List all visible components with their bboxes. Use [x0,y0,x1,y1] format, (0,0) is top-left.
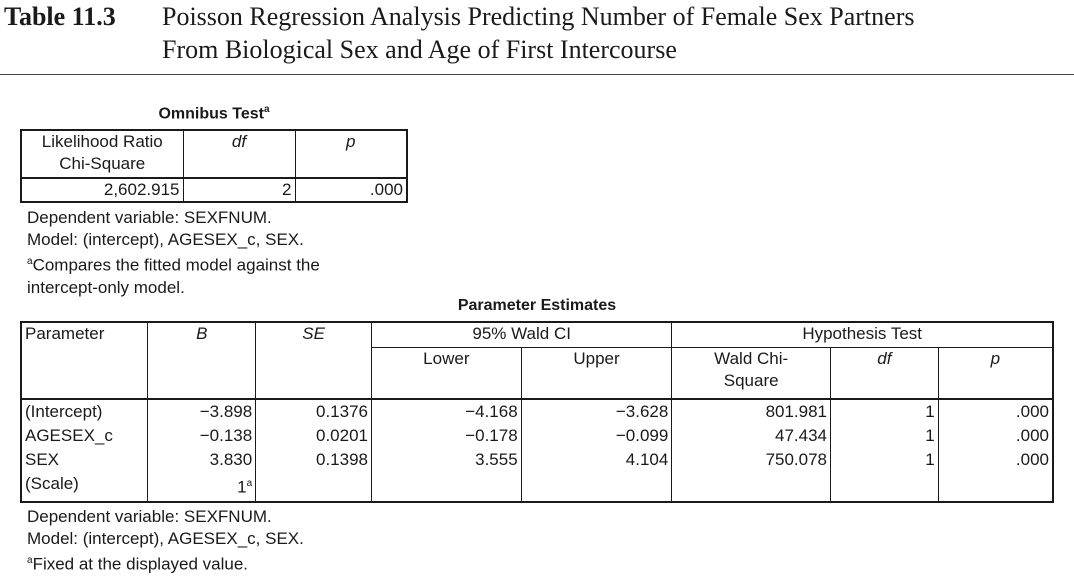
caption-rule [0,74,1074,75]
row-df: 1 [830,399,939,424]
row-p: .000 [937,424,1053,448]
header-wald-chi-square: Wald Chi- Square [671,347,831,400]
caption-title-line1: Poisson Regression Analysis Predicting N… [162,2,915,31]
row-b: −3.898 [147,399,256,424]
caption-label: Table 11.3 [4,2,116,31]
header-wald-ci: 95% Wald CI [370,322,672,348]
row-lower: 3.555 [371,448,522,472]
parameters-footnote: aFixed at the displayed value. [27,554,249,574]
row-wald: 47.434 [671,424,831,448]
omnibus-chi-square: 2,602.915 [20,177,184,203]
parameters-note-model: Model: (intercept), AGESEX_c, SEX. [27,529,304,548]
table-row: (Scale) 1a [21,472,1053,502]
row-lower: −4.168 [371,399,522,424]
row-parameter-name: AGESEX_c [25,426,113,445]
header-hypothesis-test: Hypothesis Test [671,322,1053,348]
row-wald: 750.078 [671,448,831,472]
parameters-title: Parameter Estimates [457,297,617,314]
omnibus-header-likelihood: Likelihood Ratio Chi-Square [20,129,184,179]
row-lower: −0.178 [371,424,522,448]
omnibus-title: Omnibus Testa [158,104,270,123]
omnibus-header-row: Likelihood Ratio Chi-Square df p [20,129,408,179]
row-p: .000 [937,399,1053,424]
omnibus-data-row: 2,602.915 2 .000 [20,177,408,203]
row-parameter-name: (Scale) [25,474,79,493]
omnibus-footnote: aCompares the fitted model against the [27,255,320,275]
header-lower: Lower [371,347,522,400]
row-wald: 801.981 [671,399,831,424]
parameters-note-dependent: Dependent variable: SEXFNUM. [27,507,272,526]
omnibus-note-model: Model: (intercept), AGESEX_c, SEX. [27,230,304,249]
omnibus-header-df: df [182,129,296,179]
row-p: .000 [937,448,1053,472]
caption-title-line2: From Biological Sex and Age of First Int… [162,35,677,64]
row-upper: −0.099 [520,424,672,448]
row-b: 1a [147,472,256,502]
header-b: B [147,322,256,400]
row-se: 0.1376 [255,399,372,424]
row-b: 3.830 [147,448,256,472]
omnibus-notes: Dependent variable: SEXFNUM. Model: (int… [27,207,320,299]
header-parameter: Parameter [21,322,148,400]
omnibus-note-dependent: Dependent variable: SEXFNUM. [27,208,272,227]
row-upper: −3.628 [520,399,672,424]
row-df: 1 [830,424,939,448]
table-row: (Intercept) −3.898 0.1376 −4.168 −3.628 … [21,399,1053,424]
omnibus-table: Likelihood Ratio Chi-Square df p 2,602.91… [20,129,408,203]
row-upper: 4.104 [520,448,672,472]
header-p: p [937,347,1053,400]
header-upper: Upper [520,347,672,400]
omnibus-p: .000 [294,177,408,203]
omnibus-df: 2 [182,177,296,203]
omnibus-header-p: p [294,129,408,179]
table-row: AGESEX_c −0.138 0.0201 −0.178 −0.099 47.… [21,424,1053,448]
table-row: SEX 3.830 0.1398 3.555 4.104 750.078 1 .… [21,448,1053,472]
row-parameter-name: SEX [25,450,60,469]
row-se: 0.0201 [255,424,372,448]
row-df: 1 [830,448,939,472]
omnibus-footnote-cont: intercept-only model. [27,277,185,297]
parameters-table: Parameter B SE 95% Wald CI Hypothesis Te… [20,321,1054,503]
row-parameter-name: (Intercept) [25,402,103,421]
header-df: df [830,347,939,400]
row-b: −0.138 [147,424,256,448]
header-se: SE [255,322,372,400]
row-se: 0.1398 [255,448,372,472]
parameters-notes: Dependent variable: SEXFNUM. Model: (int… [27,506,304,576]
parameters-header-row-1: Parameter B SE 95% Wald CI Hypothesis Te… [21,322,1053,400]
parameters-header-row-2: Lower Upper Wald Chi- Square df p [21,347,1053,400]
